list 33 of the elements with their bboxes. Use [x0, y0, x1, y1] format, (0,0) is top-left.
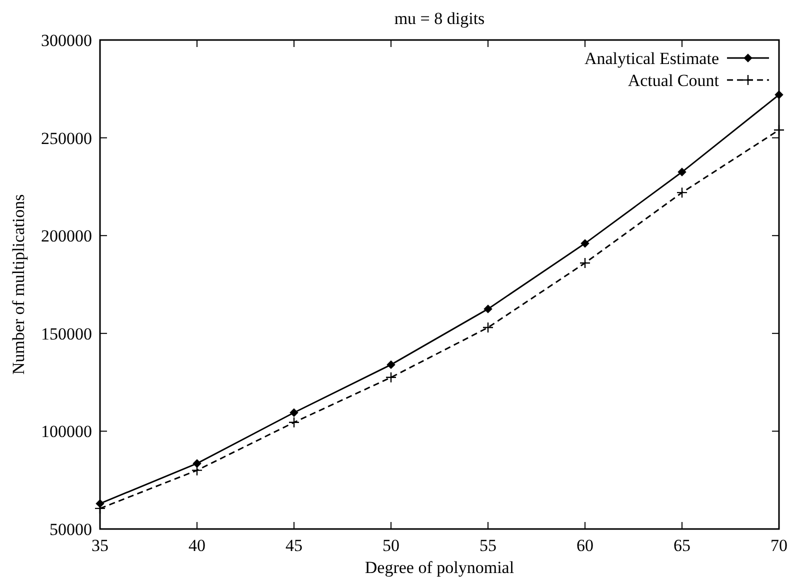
point: [288, 416, 300, 428]
x-tick-label: 35: [92, 536, 108, 555]
point: [96, 499, 104, 508]
point: [484, 304, 492, 314]
legend-label: Actual Count: [628, 70, 720, 90]
point: [386, 360, 396, 369]
point: [579, 257, 591, 269]
x-tick-label: 45: [286, 536, 302, 555]
x-tick-label: 70: [770, 536, 788, 555]
x-axis-title: Degree of polynomial: [364, 558, 514, 577]
y-tick-label: 50000: [50, 520, 92, 539]
y-tick-label: 250000: [41, 128, 92, 148]
chart-title: mu = 8 digits: [394, 9, 485, 28]
point: [774, 90, 784, 99]
y-tick-label: 100000: [41, 422, 92, 442]
x-tick-label: 65: [674, 536, 690, 555]
y-tick-label: 200000: [41, 226, 92, 246]
point: [773, 124, 785, 136]
y-tick-label: 150000: [41, 324, 92, 344]
x-tick-label: 55: [480, 536, 496, 555]
x-tick-label: 40: [188, 536, 206, 555]
legend-label: Analytical Estimate: [584, 48, 719, 68]
point: [676, 186, 688, 198]
point: [290, 408, 298, 417]
y-tick-label: 300000: [41, 30, 92, 50]
point: [580, 239, 590, 248]
x-tick-label: 60: [576, 536, 594, 555]
point: [482, 322, 494, 334]
point: [678, 168, 686, 176]
x-tick-label: 50: [382, 536, 400, 555]
point: [192, 459, 202, 468]
y-axis-title: Number of multiplications: [9, 194, 28, 375]
point: [385, 372, 397, 384]
